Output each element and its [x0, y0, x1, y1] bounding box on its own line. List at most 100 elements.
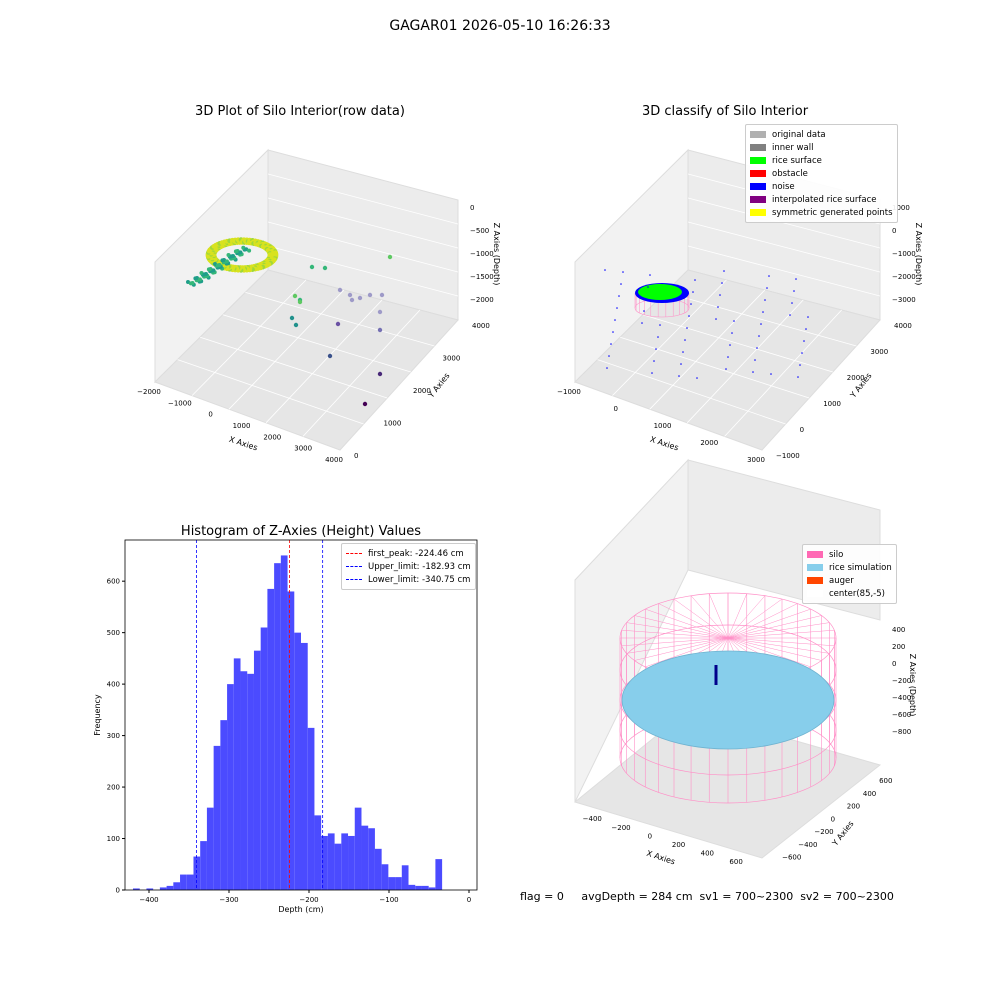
silo-mesh-spoke: [727, 595, 766, 639]
histogram-bar: [274, 563, 281, 890]
histogram-bar: [133, 888, 140, 890]
legend-swatch: [807, 564, 823, 571]
noise-point: [797, 376, 799, 378]
silo-mesh-spoke: [727, 603, 798, 639]
legend-label: auger: [829, 575, 854, 586]
z-axis-label: Z Axies (Depth): [908, 654, 917, 717]
histogram-bar: [408, 884, 416, 890]
histogram-bar: [415, 885, 422, 890]
histogram-bar: [321, 835, 328, 890]
simulation-3d-plot[interactable]: −400−2000200400600−600−400−2000200400600…: [500, 458, 1000, 900]
z-tick-label: 0: [892, 660, 896, 668]
noise-point: [799, 364, 801, 366]
noise-point: [789, 314, 791, 316]
noise-point: [682, 351, 684, 353]
grid-line: [228, 289, 345, 410]
y-tick-label: 0: [831, 815, 835, 823]
raw-point: [297, 299, 303, 305]
noise-point: [649, 274, 651, 276]
raw-3d-plot[interactable]: −2000 −1000 0 1000 2000 3000 4000 0 1000 2000 3000…: [0, 120, 501, 560]
rice-simulation: [621, 650, 835, 750]
noise-point: [684, 339, 686, 341]
x-axis-label: X Axies: [228, 435, 259, 453]
noise-point: [651, 372, 653, 374]
raw-point: [379, 292, 385, 298]
grid-line: [620, 336, 810, 399]
legend-label: symmetric generated points: [772, 207, 893, 218]
silo-mesh-spoke: [727, 629, 835, 639]
noise-point: [647, 286, 649, 288]
noise-point: [727, 356, 729, 358]
z-tick-label: −500: [470, 227, 489, 235]
legend-item: symmetric generated points: [750, 206, 893, 219]
raw-point: [267, 252, 273, 258]
histogram-bar: [381, 864, 389, 890]
noise-point: [655, 348, 657, 350]
y-tick-label: 100: [107, 835, 120, 843]
legend-label: inner wall: [772, 142, 814, 153]
silo-mesh-spoke: [709, 593, 729, 639]
raw-point: [327, 353, 333, 359]
raw-point: [204, 272, 208, 276]
grid-line: [267, 221, 459, 273]
noise-point: [690, 303, 692, 305]
grid-line: [612, 279, 727, 396]
y-tick-label: 400: [107, 681, 120, 689]
raw-point: [197, 277, 202, 282]
y-tick-label: 4000: [894, 322, 912, 330]
x-tick-label: 1000: [654, 422, 672, 430]
grid-line: [302, 309, 421, 437]
z-tick-label: 0: [470, 204, 474, 212]
legend-label: interpolated rice surface: [772, 194, 877, 205]
noise-point: [795, 278, 797, 280]
raw-point: [337, 287, 343, 293]
z-tick-label: −1500: [470, 273, 494, 281]
grid-line: [200, 336, 388, 399]
histogram-bar: [260, 627, 268, 890]
grid-line: [686, 299, 804, 424]
y-axis-label: Frequency: [93, 694, 102, 736]
y-tick-label: 600: [107, 578, 120, 586]
noise-point: [754, 359, 756, 361]
legend-item: Upper_limit: -182.93 cm: [346, 560, 471, 573]
noise-point: [686, 327, 688, 329]
silo-mesh-spoke: [634, 615, 729, 639]
silo-mesh-spoke: [621, 629, 729, 639]
z-tick-label: −2000: [892, 273, 916, 281]
noise-point: [657, 336, 659, 338]
histogram-bar: [280, 555, 288, 890]
noise-point: [791, 302, 793, 304]
x-tick-label: 2000: [263, 433, 281, 441]
y-tick-label: 500: [107, 629, 120, 637]
noise-point: [604, 269, 606, 271]
histogram-bar: [173, 882, 181, 890]
grid-line: [245, 292, 435, 347]
y-tick-label: 2000: [413, 387, 431, 395]
histogram-bar: [421, 885, 429, 890]
raw-plot-title: 3D Plot of Silo Interior(row data): [195, 104, 405, 119]
z-tick-label: 0: [892, 227, 896, 235]
legend-item: silo: [807, 548, 892, 561]
noise-point: [801, 352, 803, 354]
noise-point: [616, 307, 618, 309]
legend-swatch: [750, 183, 766, 190]
histogram-bar: [206, 807, 214, 890]
noise-point: [653, 360, 655, 362]
legend-label: obstacle: [772, 168, 808, 179]
histogram-bar: [327, 833, 335, 890]
rice-simulation-mound: [714, 664, 742, 694]
x-tick-label: 0: [208, 411, 212, 419]
legend-line-swatch: [346, 579, 362, 580]
silo-mesh-spoke: [645, 608, 729, 639]
noise-point: [762, 311, 764, 313]
x-tick-label: 0: [467, 896, 471, 904]
z-axis-label: Z Axies (Depth): [492, 223, 501, 286]
legend-swatch: [807, 551, 823, 558]
noise-point: [721, 282, 723, 284]
legend-line-swatch: [346, 566, 362, 567]
legend-label: silo: [829, 549, 844, 560]
silo-mesh-spoke: [658, 603, 729, 639]
classify-3d-plot[interactable]: −1000 0 1000 2000 3000 −1000 0 1000 2000 3000 4000…: [500, 120, 1000, 560]
histogram-title: Histogram of Z-Axies (Height) Values: [180, 524, 422, 539]
grid-line: [687, 197, 881, 249]
